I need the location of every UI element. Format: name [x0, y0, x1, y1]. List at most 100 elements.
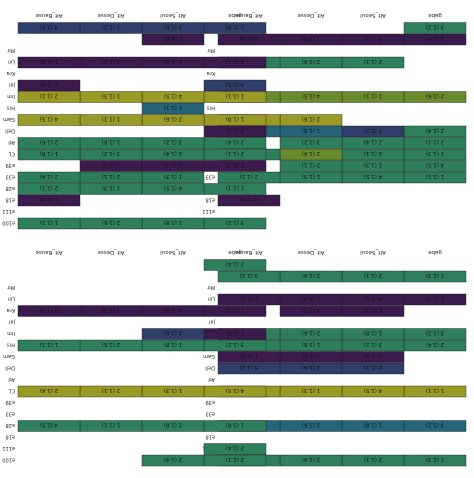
- cell-value-label: 4 (1.5): [364, 387, 382, 393]
- cell-value-label: 1 (1.3): [426, 150, 444, 156]
- cell-value-label: 2 (1.1): [40, 184, 58, 190]
- cell-value-label: 1 (1.1): [40, 219, 58, 225]
- cell-value-label: 2 (1.4): [164, 456, 182, 462]
- row-label: e100: [2, 219, 15, 225]
- row-label: CL: [9, 150, 15, 156]
- cell-value-label: 1 (1.8): [164, 219, 182, 225]
- cell-value-label: 2 (1.1): [364, 456, 382, 462]
- cell-value-label: 1 (1.3): [164, 173, 182, 179]
- row-label: e28: [6, 422, 15, 428]
- cell-value-label: 4 (1.5): [226, 81, 244, 87]
- row-label: e33: [206, 410, 215, 416]
- cell-value-label: 3 (1.2): [164, 138, 182, 144]
- heatmap-cell: [17, 91, 81, 103]
- heatmap-cell: [203, 125, 267, 138]
- cell-value-label: 3 (1.2): [240, 272, 258, 278]
- heatmap-cell: [217, 351, 281, 363]
- heatmap-cell: [141, 102, 205, 115]
- row-label: Kra: [7, 70, 15, 76]
- row-label: Inn: [7, 93, 15, 99]
- cell-value-label: 1 (1.3): [102, 306, 120, 312]
- row-label: e18: [6, 433, 15, 439]
- cell-value-label: 2 (1.1): [364, 272, 382, 278]
- cell-value-label: 1 (1.8): [302, 35, 320, 41]
- cell-value-label: 2 (1.4): [364, 352, 382, 358]
- cell-value-label: 2 (1.4): [40, 81, 58, 87]
- cell-value-label: 2 (1.6): [164, 115, 182, 121]
- cell-value-label: 4 (1.5): [426, 161, 444, 167]
- cell-value-label: 2 (1.4): [40, 387, 58, 393]
- cell-value-label: 1 (1.3): [426, 456, 444, 462]
- cell-value-label: 2 (1.6): [164, 23, 182, 29]
- cell-value-label: 1 (1.1): [226, 306, 244, 312]
- heatmap-cell: [17, 171, 81, 184]
- cell-value-label: 3 (1.2): [364, 341, 382, 347]
- column-header: Alt_Seoul: [160, 249, 186, 255]
- heatmap-cell: [17, 56, 81, 69]
- row-label: e111: [2, 208, 15, 214]
- row-label: e39: [6, 162, 15, 168]
- cell-value-label: 1 (1.3): [226, 161, 244, 167]
- cell-value-label: 2 (1.1): [240, 295, 258, 301]
- row-label: Dell: [5, 364, 15, 370]
- row-label: e28: [6, 185, 15, 191]
- cell-value-label: 3 (1.2): [426, 329, 444, 335]
- row-label: Hrs: [6, 104, 15, 110]
- cell-value-label: 2 (1.4): [164, 150, 182, 156]
- cell-value-label: 4 (1.5): [240, 196, 258, 202]
- cell-value-label: 2 (1.1): [102, 173, 120, 179]
- cell-value-label: 1 (1.8): [40, 150, 58, 156]
- cell-value-label: 4 (1.5): [164, 184, 182, 190]
- cell-value-label: 3 (1.2): [240, 364, 258, 370]
- heatmap-cell: [279, 160, 343, 172]
- cell-value-label: 1 (1.1): [164, 104, 182, 110]
- heatmap-cell: [17, 137, 81, 149]
- cell-value-label: 1 (1.8): [364, 329, 382, 335]
- cell-value-label: 1 (1.8): [226, 115, 244, 121]
- cell-value-label: 3 (1.2): [226, 127, 244, 133]
- heatmap-cell: [141, 454, 205, 467]
- cell-value-label: 2 (1.1): [426, 138, 444, 144]
- cell-value-label: 2 (1.6): [40, 138, 58, 144]
- cell-value-label: 1 (1.1): [102, 421, 120, 427]
- heatmap-cell: [279, 137, 343, 149]
- cell-value-label: 1 (1.3): [426, 272, 444, 278]
- cell-value-label: 1 (1.1): [364, 306, 382, 312]
- column-header: Alt_Desse: [97, 249, 125, 255]
- row-label: e18: [6, 196, 15, 202]
- cell-value-label: 2 (1.1): [40, 306, 58, 312]
- cell-value-label: 2 (1.6): [302, 329, 320, 335]
- heatmap-cell: [217, 171, 281, 184]
- cell-value-label: 1 (1.3): [364, 161, 382, 167]
- row-label: Jal: [9, 81, 16, 87]
- cell-value-label: 2 (1.6): [426, 92, 444, 98]
- cell-value-label: 1 (1.8): [40, 58, 58, 64]
- column-header: Alt_Desse: [297, 12, 325, 18]
- column-header: gabe: [428, 249, 442, 255]
- column-header: Alt_Seoul: [360, 249, 386, 255]
- cell-value-label: 2 (1.4): [364, 138, 382, 144]
- cell-value-label: 3 (1.2): [302, 138, 320, 144]
- cell-value-label: 2 (1.4): [226, 260, 244, 266]
- cell-value-label: 4 (1.5): [364, 173, 382, 179]
- cell-value-label: 2 (1.4): [302, 272, 320, 278]
- row-label: e33: [206, 173, 215, 179]
- row-label: e18: [206, 196, 215, 202]
- cell-value-label: 1 (1.8): [302, 341, 320, 347]
- cell-value-label: 4 (1.5): [164, 92, 182, 98]
- rotated-figure-group: 1 (1.3) 2 (1.1) 2 (1.4) 3 (1.2) 3 (1.2) 1 (1.…: [2, 12, 467, 467]
- cell-value-label: 2 (1.1): [364, 58, 382, 64]
- cell-value-label: 1 (1.1): [426, 387, 444, 393]
- row-label: CL: [9, 387, 15, 393]
- cell-value-label: 2 (1.4): [302, 364, 320, 370]
- cell-value-label: 1 (1.1): [226, 92, 244, 98]
- cell-value-label: 3 (1.2): [426, 23, 444, 29]
- row-label: Atl: [8, 376, 15, 382]
- cell-value-label: 2 (1.6): [102, 341, 120, 347]
- column-header: Alt_Seoul: [160, 12, 186, 18]
- heatmap-cell: [141, 33, 205, 46]
- cell-value-label: 3 (1.2): [102, 150, 120, 156]
- cell-value-label: 4 (1.5): [364, 295, 382, 301]
- cell-value-label: 3 (1.2): [226, 219, 244, 225]
- row-label: e111: [202, 208, 215, 214]
